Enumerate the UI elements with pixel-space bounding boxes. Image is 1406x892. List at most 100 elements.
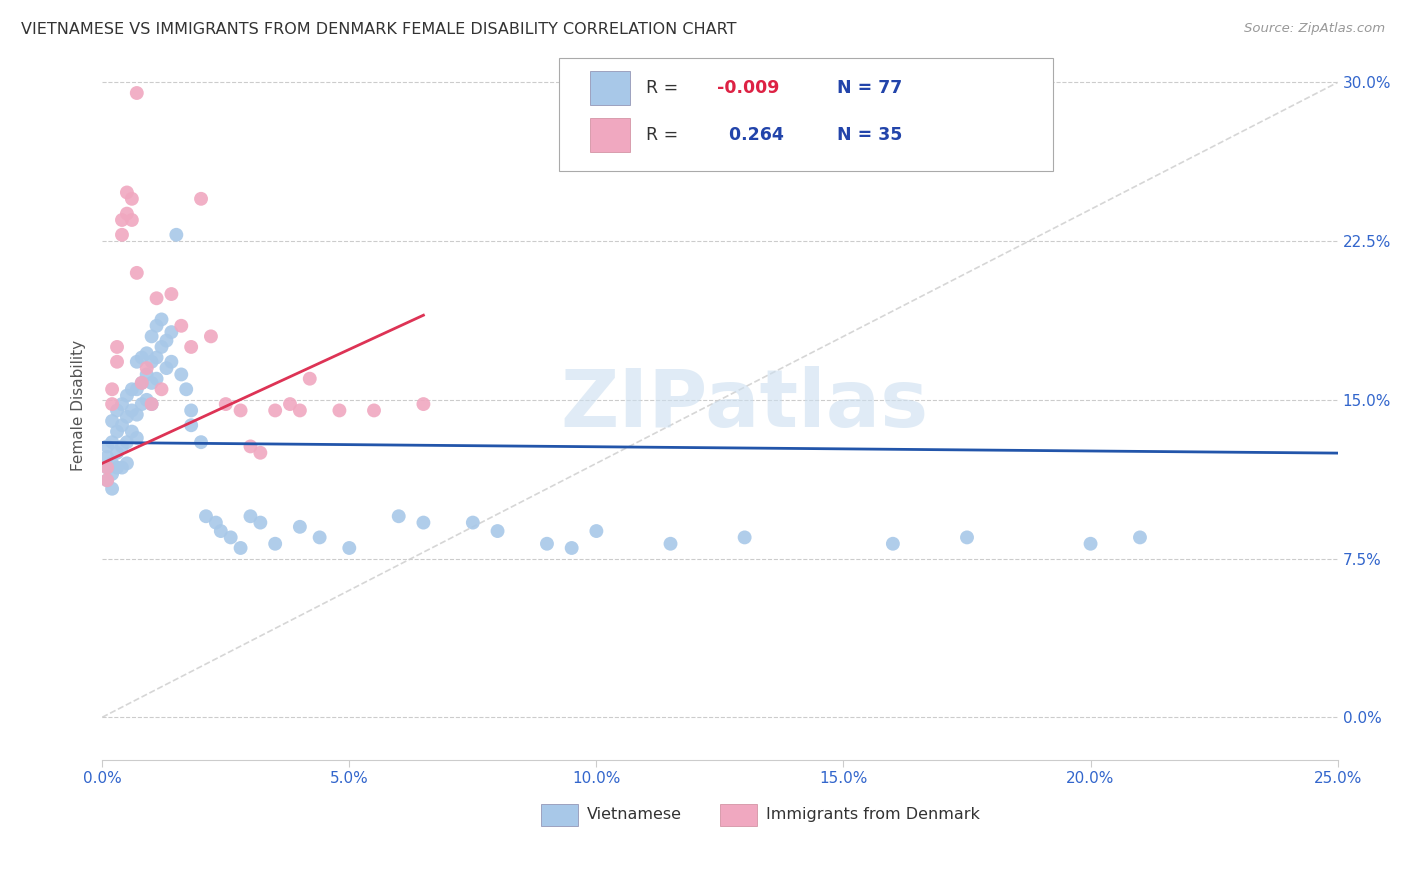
Point	[141, 376, 163, 390]
Point	[111, 397, 134, 411]
Point	[96, 460, 118, 475]
Point	[150, 312, 173, 326]
Point	[145, 291, 167, 305]
Point	[115, 389, 138, 403]
Point	[180, 340, 202, 354]
Point	[101, 397, 124, 411]
Point	[160, 355, 183, 369]
Point	[115, 456, 138, 470]
Point	[121, 213, 143, 227]
Point	[150, 382, 173, 396]
Text: ZIPatlas: ZIPatlas	[561, 366, 929, 444]
Point	[135, 346, 157, 360]
Point	[105, 425, 128, 439]
Point	[101, 382, 124, 396]
Point	[585, 524, 607, 538]
Point	[115, 186, 138, 200]
Point	[141, 355, 163, 369]
Point	[229, 541, 252, 555]
Point	[141, 397, 163, 411]
Point	[150, 340, 173, 354]
FancyBboxPatch shape	[560, 58, 1053, 171]
Point	[145, 351, 167, 365]
Point	[195, 509, 218, 524]
Text: VIETNAMESE VS IMMIGRANTS FROM DENMARK FEMALE DISABILITY CORRELATION CHART: VIETNAMESE VS IMMIGRANTS FROM DENMARK FE…	[21, 22, 737, 37]
Point	[105, 340, 128, 354]
Point	[363, 403, 385, 417]
Point	[219, 530, 242, 544]
Point	[101, 435, 124, 450]
Point	[131, 397, 153, 411]
Point	[145, 372, 167, 386]
Point	[135, 361, 157, 376]
Text: -0.009: -0.009	[717, 78, 780, 96]
Point	[131, 351, 153, 365]
Point	[105, 446, 128, 460]
Point	[882, 537, 904, 551]
Point	[734, 530, 756, 544]
Point	[111, 227, 134, 242]
Point	[125, 86, 148, 100]
Y-axis label: Female Disability: Female Disability	[72, 340, 86, 471]
Point	[561, 541, 583, 555]
Point	[111, 439, 134, 453]
Point	[141, 397, 163, 411]
Point	[486, 524, 509, 538]
Point	[111, 418, 134, 433]
Point	[190, 192, 212, 206]
Point	[174, 382, 197, 396]
Point	[1080, 537, 1102, 551]
Point	[105, 460, 128, 475]
Text: 0.264: 0.264	[717, 126, 785, 145]
Point	[125, 408, 148, 422]
Text: R =: R =	[645, 126, 683, 145]
Point	[105, 355, 128, 369]
Point	[1129, 530, 1152, 544]
Point	[536, 537, 558, 551]
Point	[125, 266, 148, 280]
FancyBboxPatch shape	[591, 118, 630, 153]
Text: N = 35: N = 35	[838, 126, 903, 145]
Point	[121, 192, 143, 206]
Point	[121, 403, 143, 417]
Point	[264, 403, 287, 417]
Point	[180, 403, 202, 417]
Point	[96, 473, 118, 487]
Point	[412, 397, 434, 411]
Point	[121, 382, 143, 396]
FancyBboxPatch shape	[541, 805, 578, 825]
Point	[298, 372, 321, 386]
Point	[180, 418, 202, 433]
Point	[101, 467, 124, 481]
Point	[135, 368, 157, 382]
Point	[461, 516, 484, 530]
Point	[249, 446, 271, 460]
Point	[337, 541, 360, 555]
Point	[96, 450, 118, 464]
Point	[308, 530, 330, 544]
Point	[239, 439, 262, 453]
Point	[328, 403, 350, 417]
Point	[101, 414, 124, 428]
Point	[205, 516, 228, 530]
Point	[115, 206, 138, 220]
Point	[288, 403, 311, 417]
Point	[215, 397, 238, 411]
Point	[412, 516, 434, 530]
Point	[209, 524, 232, 538]
Text: R =: R =	[645, 78, 683, 96]
Text: Immigrants from Denmark: Immigrants from Denmark	[766, 807, 980, 822]
Point	[165, 227, 187, 242]
Point	[121, 425, 143, 439]
Point	[111, 460, 134, 475]
Point	[111, 213, 134, 227]
FancyBboxPatch shape	[720, 805, 756, 825]
Point	[239, 509, 262, 524]
Point	[288, 520, 311, 534]
Point	[200, 329, 222, 343]
Text: Source: ZipAtlas.com: Source: ZipAtlas.com	[1244, 22, 1385, 36]
Point	[264, 537, 287, 551]
Point	[125, 431, 148, 445]
Point	[388, 509, 411, 524]
FancyBboxPatch shape	[591, 70, 630, 104]
